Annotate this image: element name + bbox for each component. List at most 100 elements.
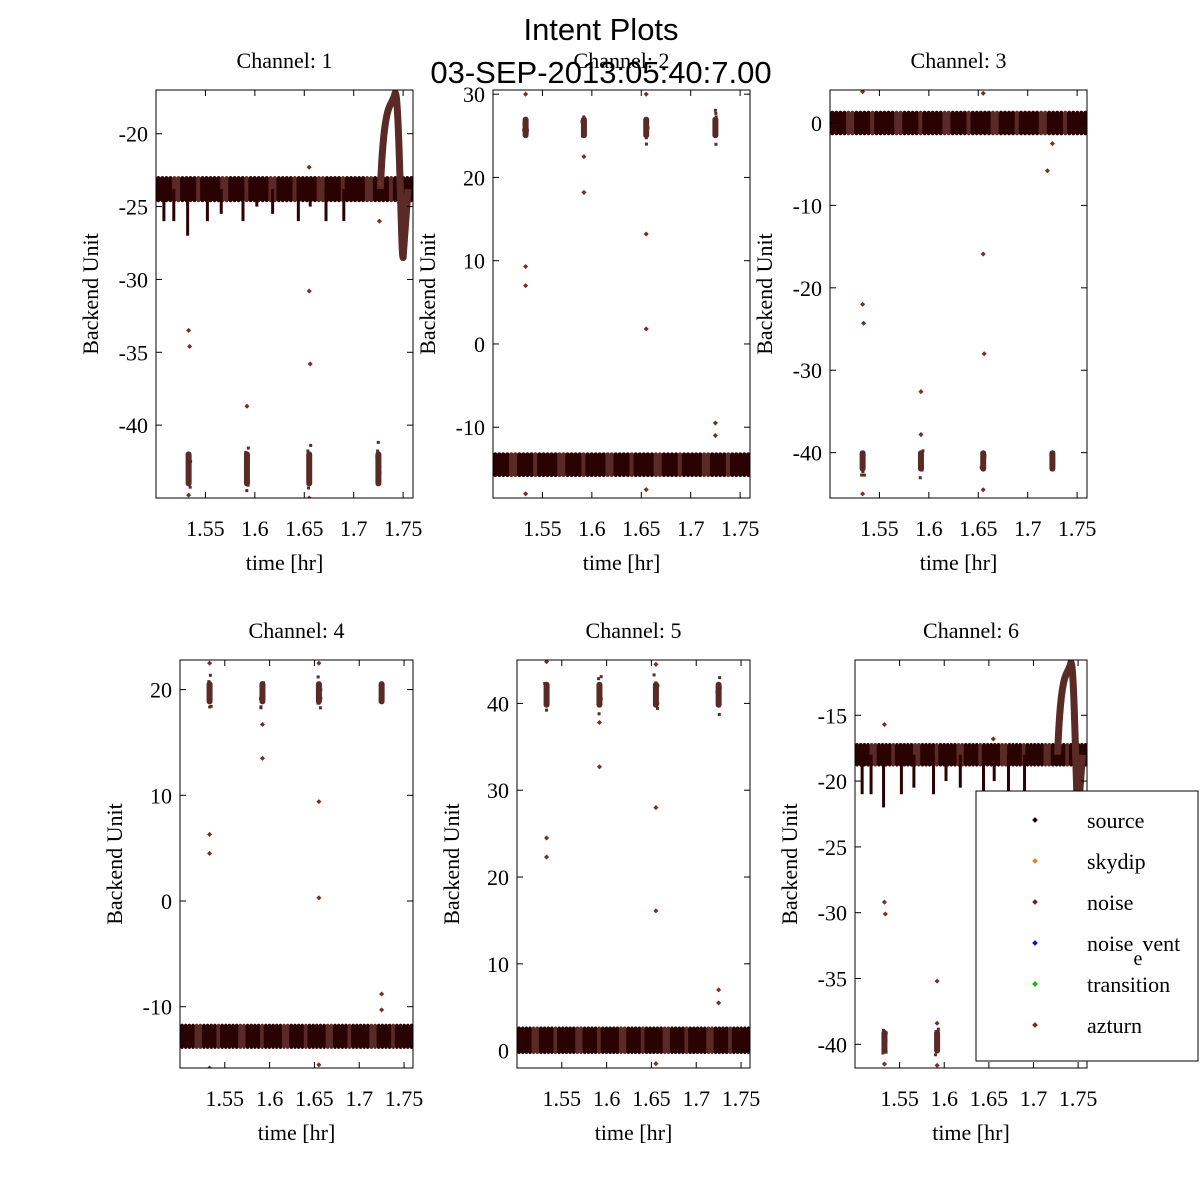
data-point [316, 1062, 322, 1068]
band-segment [376, 1023, 381, 1049]
band-segment [300, 1023, 305, 1049]
band-segment [535, 1026, 540, 1055]
data-point [918, 431, 924, 438]
band-segment [314, 1023, 319, 1049]
band-segment [699, 1026, 704, 1055]
band-segment [717, 452, 723, 478]
x-tick-label: 1.7 [682, 1086, 710, 1111]
band-segment [264, 175, 270, 203]
band-segment [1058, 110, 1064, 136]
band-segment [923, 742, 929, 767]
band-segment [398, 1023, 403, 1049]
band-segment [285, 1023, 290, 1049]
band-segment [942, 110, 948, 136]
data-point [643, 487, 649, 493]
data-point [921, 449, 925, 453]
band-segment [874, 110, 879, 136]
band-segment [905, 742, 910, 767]
data-point [244, 462, 248, 466]
data-band [517, 1026, 750, 1055]
y-tick-label: -30 [793, 358, 822, 383]
data-point [582, 115, 586, 119]
data-point [246, 446, 250, 450]
data-point [316, 675, 320, 679]
band-segment [996, 742, 1001, 767]
y-tick-label: 30 [487, 778, 509, 803]
data-point [207, 692, 211, 696]
band-segment [926, 110, 931, 136]
band-segment [680, 1026, 686, 1055]
x-tick-label: 1.7 [1014, 516, 1042, 541]
data-point [261, 681, 265, 685]
band-segment [348, 175, 354, 203]
y-tick-label: 30 [463, 82, 485, 107]
band-segment [644, 1026, 649, 1055]
band-segment [354, 1023, 359, 1049]
band-segment [1010, 110, 1016, 136]
band-segment [513, 452, 518, 478]
band-segment [938, 742, 943, 767]
x-tick-label: 1.55 [186, 516, 225, 541]
data-point [188, 485, 192, 489]
legend-label: transition [1087, 972, 1170, 997]
x-tick-label: 1.75 [721, 516, 760, 541]
x-tick-label: 1.6 [241, 516, 269, 541]
data-point [207, 831, 213, 837]
data-point [597, 677, 601, 681]
data-point [1049, 141, 1055, 147]
band-segment [962, 110, 968, 136]
band-segment [1036, 742, 1041, 767]
data-point [599, 675, 603, 679]
band-segment [1066, 110, 1072, 136]
data-point [653, 908, 659, 914]
y-tick-label: 10 [463, 249, 485, 274]
y-tick-label: 0 [474, 332, 485, 357]
band-segment [581, 452, 586, 478]
data-point [714, 142, 718, 146]
band-segment [380, 1023, 385, 1049]
band-segment [1026, 110, 1032, 136]
y-tick-label: 10 [150, 783, 172, 808]
data-band [156, 175, 413, 203]
x-tick-label: 1.55 [523, 516, 562, 541]
legend-label: noiseevent [1087, 931, 1180, 970]
band-segment [891, 742, 896, 767]
band-segment [622, 1026, 627, 1055]
band-segment [520, 1026, 525, 1055]
data-point [718, 686, 722, 690]
data-point [861, 320, 867, 326]
band-segment [542, 1026, 547, 1055]
band-segment [741, 452, 747, 478]
band-segment [557, 1026, 562, 1055]
data-point [860, 491, 866, 497]
band-segment [183, 1023, 188, 1049]
data-point [881, 899, 887, 905]
band-segment [1003, 742, 1008, 767]
band-segment [930, 110, 936, 136]
data-point [319, 696, 323, 700]
legend-label: source [1087, 808, 1144, 833]
band-segment [230, 1023, 236, 1049]
data-band [180, 1023, 413, 1049]
band-segment [882, 110, 887, 136]
band-segment [340, 1023, 345, 1049]
band-segment [706, 1026, 711, 1055]
band-segment [946, 110, 952, 136]
legend-entry-source: source [1032, 808, 1144, 833]
band-segment [497, 452, 502, 478]
data-point [597, 712, 601, 716]
data-point [188, 455, 192, 459]
band-segment [260, 1023, 265, 1049]
band-segment [685, 452, 691, 478]
x-tick-label: 1.55 [543, 1086, 582, 1111]
band-segment [517, 1026, 522, 1055]
band-segment [693, 452, 699, 478]
band-segment [274, 1023, 279, 1049]
data-point [1050, 453, 1054, 457]
band-segment [216, 1023, 221, 1049]
band-segment [721, 452, 727, 478]
band-segment [695, 1026, 700, 1055]
band-segment [332, 175, 338, 203]
band-segment [918, 110, 923, 136]
band-segment [586, 1026, 591, 1055]
